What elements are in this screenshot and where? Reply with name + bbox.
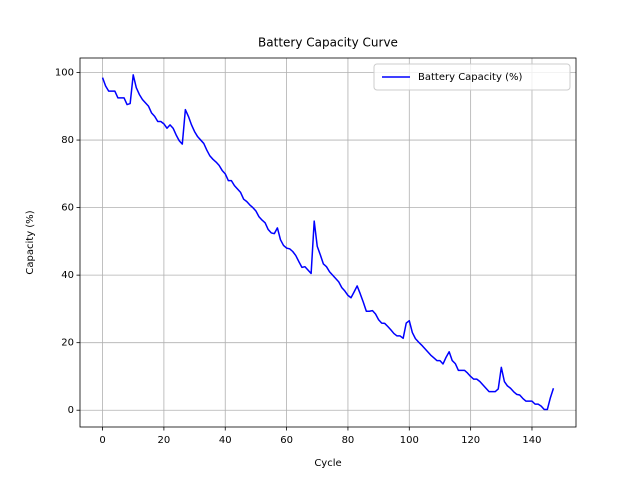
x-axis-label: Cycle	[314, 458, 341, 469]
chart-title: Battery Capacity Curve	[258, 36, 398, 50]
x-tick-label: 60	[280, 435, 293, 446]
y-axis-label: Capacity (%)	[25, 210, 36, 274]
y-tick-label: 0	[68, 405, 74, 416]
y-tick-label: 100	[55, 68, 74, 79]
legend-box	[373, 63, 571, 91]
x-tick-label: 80	[342, 435, 355, 446]
x-tick-label: 120	[461, 435, 480, 446]
x-tick-label: 20	[158, 435, 171, 446]
axes-frame	[79, 57, 577, 428]
x-tick-label: 40	[219, 435, 232, 446]
x-tick-label: 100	[400, 435, 419, 446]
y-tick-label: 20	[61, 338, 74, 349]
y-tick-label: 80	[61, 135, 74, 146]
y-tick-label: 40	[61, 270, 74, 281]
y-tick-label: 60	[61, 203, 74, 214]
x-tick-label: 140	[522, 435, 541, 446]
x-tick-label: 0	[99, 435, 105, 446]
data-line	[101, 74, 555, 411]
legend-label: Battery Capacity (%)	[418, 72, 522, 83]
